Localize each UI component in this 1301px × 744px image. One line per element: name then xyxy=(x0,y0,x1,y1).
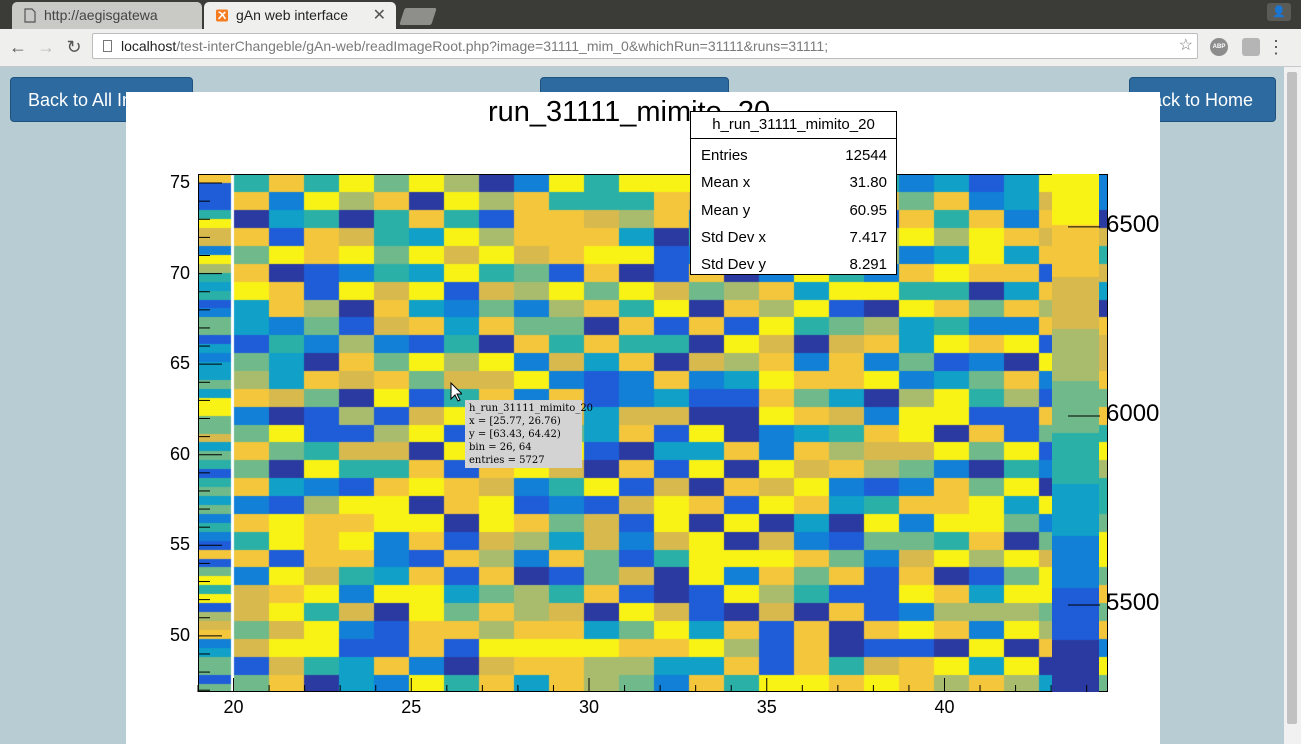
url-text[interactable]: localhost/test-interChangeble/gAn-web/re… xyxy=(121,34,828,58)
address-bar[interactable]: localhost/test-interChangeble/gAn-web/re… xyxy=(92,33,1198,59)
y-tick-label: 65 xyxy=(169,353,190,374)
heatmap-cells[interactable] xyxy=(199,175,1107,691)
y-tick-label: 55 xyxy=(169,534,190,555)
browser-menu-icon[interactable]: ⋮ xyxy=(1267,37,1285,57)
z-tick-label: 6500 xyxy=(1106,210,1160,238)
stat-value: 60.95 xyxy=(849,202,887,219)
z-tick-label: 6000 xyxy=(1106,399,1160,427)
close-tab-icon[interactable]: ✕ xyxy=(372,7,386,24)
bin-tooltip: h_run_31111_mimito_20 x = [25.77, 26.76)… xyxy=(465,400,594,468)
scrollbar-thumb[interactable] xyxy=(1287,72,1297,724)
stat-label: Mean y xyxy=(701,202,751,219)
url-host: localhost xyxy=(121,38,177,54)
forward-arrow-icon[interactable]: → xyxy=(37,37,55,57)
page-scrollbar[interactable] xyxy=(1284,67,1301,744)
tooltip-x: x = [25.77, 26.76) xyxy=(469,416,561,427)
y-tick-label: 75 xyxy=(169,172,190,193)
tooltip-entries: entries = 5727 xyxy=(469,455,545,466)
z-tick-label: 5500 xyxy=(1106,589,1160,617)
stat-value: 8.291 xyxy=(849,256,887,273)
x-tick-label: 20 xyxy=(223,697,244,717)
new-tab-button[interactable] xyxy=(399,8,437,25)
tooltip-y: y = [63.43, 64.42) xyxy=(469,429,561,440)
page-icon xyxy=(24,8,36,23)
tab-aegisgateway[interactable]: http://aegisgatewa xyxy=(12,2,202,29)
stat-row-mean-x: Mean x 31.80 xyxy=(701,173,887,193)
user-icon[interactable]: 👤 xyxy=(1267,3,1291,21)
x-tick-label: 35 xyxy=(756,697,777,717)
stat-label: Std Dev x xyxy=(701,229,767,246)
url-path: /test-interChangeble/gAn-web/readImageRo… xyxy=(176,38,829,54)
stat-value: 7.417 xyxy=(849,229,887,246)
y-tick-label: 60 xyxy=(169,443,190,464)
page-content: Back to All Images Back to Home run_3111… xyxy=(0,67,1301,744)
heatmap-plot[interactable] xyxy=(198,174,1108,692)
tab-gan-web-interface[interactable]: gAn web interface ✕ xyxy=(204,2,396,29)
stats-title: h_run_31111_mimito_20 xyxy=(691,112,896,139)
stat-label: Std Dev y xyxy=(701,256,767,273)
x-tick-label: 40 xyxy=(934,697,955,717)
y-tick-label: 50 xyxy=(169,624,190,645)
tooltip-bin: bin = 26, 64 xyxy=(469,442,532,453)
mouse-cursor-icon xyxy=(450,382,462,402)
stat-value: 31.80 xyxy=(849,174,887,191)
xampp-icon xyxy=(216,9,228,22)
back-arrow-icon[interactable]: ← xyxy=(9,37,27,57)
stat-label: Entries xyxy=(701,147,748,164)
adblock-extension-icon[interactable]: ABP xyxy=(1210,38,1228,56)
stat-row-std-dev-x: Std Dev x 7.417 xyxy=(701,228,887,248)
stat-row-entries: Entries 12544 xyxy=(701,146,887,166)
tooltip-name: h_run_31111_mimito_20 xyxy=(469,403,594,414)
reload-icon[interactable]: ↻ xyxy=(66,37,82,57)
x-tick-label: 25 xyxy=(401,697,422,717)
y-tick-label: 70 xyxy=(169,262,190,283)
x-tick-label: 30 xyxy=(579,697,600,717)
extension-cube-icon[interactable] xyxy=(1242,38,1260,56)
stat-label: Mean x xyxy=(701,174,751,191)
tab-bar: http://aegisgatewa gAn web interface ✕ 👤 xyxy=(0,0,1301,29)
browser-toolbar: ← → ↻ localhost/test-interChangeble/gAn-… xyxy=(0,29,1301,67)
stat-row-std-dev-y: Std Dev y 8.291 xyxy=(701,255,887,275)
stat-value: 12544 xyxy=(845,147,887,164)
bookmark-star-icon[interactable]: ☆ xyxy=(1178,37,1193,54)
root-canvas[interactable]: run_31111_mimito_20 50 55 60 65 70 75 20 25 30 3… xyxy=(126,92,1160,744)
stats-box[interactable]: h_run_31111_mimito_20 Entries 12544 Mean … xyxy=(690,111,897,275)
color-palette xyxy=(1052,174,1099,692)
tab-title: http://aegisgatewa xyxy=(44,7,158,23)
page-info-icon xyxy=(103,40,112,52)
tab-title: gAn web interface xyxy=(236,7,349,23)
stat-row-mean-y: Mean y 60.95 xyxy=(701,201,887,221)
